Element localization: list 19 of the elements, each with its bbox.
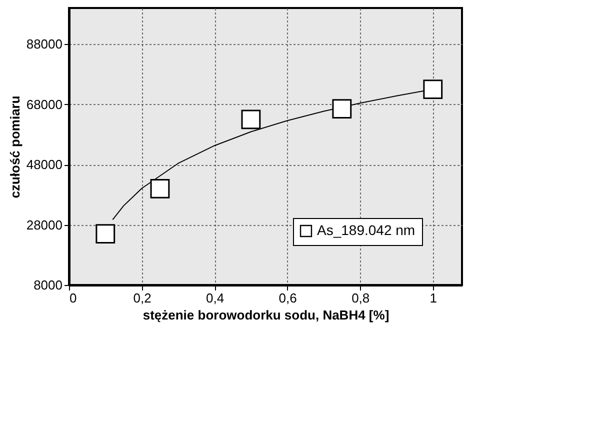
x-axis-title: stężenie borowodorku sodu, NaBH4 [%] xyxy=(142,308,390,322)
y-tick-label: 48000 xyxy=(26,157,62,172)
point xyxy=(96,224,116,244)
y-axis-title: czułość pomiaru xyxy=(7,96,22,198)
x-tick-label: 0,2 xyxy=(133,290,152,306)
x-tick-label: 0 xyxy=(70,290,77,306)
point xyxy=(332,99,352,119)
point xyxy=(423,80,443,99)
y-tick-label: 88000 xyxy=(26,36,62,52)
point xyxy=(150,178,170,198)
x-tick-label: 1 xyxy=(430,290,438,306)
legend-label: As_189.042 nm xyxy=(317,222,416,238)
x-tick-label: 0,8 xyxy=(352,290,370,306)
y-tick-label: 68000 xyxy=(26,96,62,112)
y-tick-label: 8000 xyxy=(34,278,62,292)
x-tick-label: 0,4 xyxy=(206,290,224,306)
point xyxy=(241,110,261,130)
y-tick-label: 28000 xyxy=(26,217,62,232)
x-tick-label: 0,6 xyxy=(278,290,297,306)
